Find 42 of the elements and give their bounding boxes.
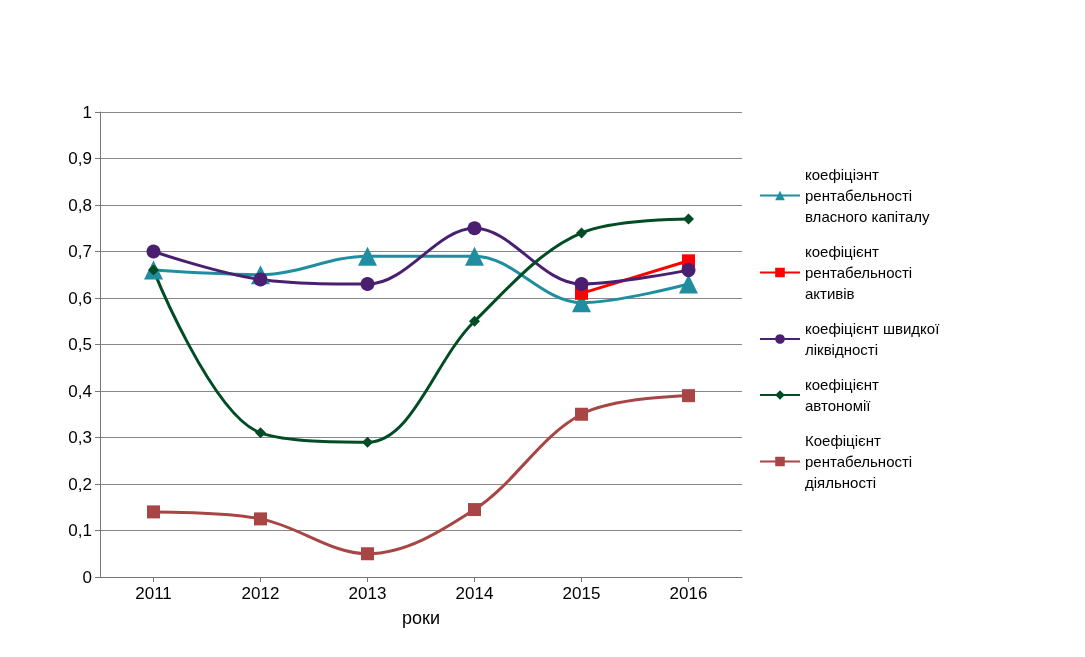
point [361,547,374,561]
point [360,277,375,292]
y-tick-label: 0,5 [68,335,92,354]
y-tick-label: 0,9 [68,149,92,168]
point [575,407,588,421]
point [469,315,480,327]
y-tick-label: 0,3 [68,428,92,447]
point [254,512,267,526]
point [679,274,698,294]
point [682,389,695,403]
x-tick-label: 2012 [241,584,280,603]
y-tick-label: 0,6 [68,288,92,308]
point [681,263,696,278]
x-tick-label: 2011 [135,584,172,603]
x-tick-label: 2014 [455,584,494,603]
y-tick-label: 0,1 [68,521,92,540]
x-axis-title: роки [402,608,440,628]
point [465,246,484,266]
y-tick-label: 0,8 [68,195,92,215]
point [576,227,587,239]
x-tick-label: 2013 [348,584,387,603]
point [468,503,481,517]
point [362,436,373,448]
point [574,277,589,292]
point [683,213,694,225]
point [358,246,377,266]
y-tick-label: 1 [82,102,92,122]
legend-label: коефіцієнт швидкої ліквідності [805,320,944,358]
y-tick-label: 0,2 [68,474,92,494]
point [467,221,482,236]
x-tick-label: 2015 [562,584,601,603]
y-tick-label: 0 [82,567,92,587]
y-tick-label: 0,7 [68,242,92,261]
legend-label: коефіцієнт рентабельності активів [805,243,917,302]
legend-label: Коефіцієнт рентабельності діяльності [805,432,917,491]
point [147,505,160,519]
point [146,244,161,259]
legend-label: коефіціэнт рентабельності власного капіталу [805,166,930,225]
x-tick-label: 2016 [669,584,708,603]
legend-label: коефіцієнт автономії [805,376,883,414]
point [255,427,266,439]
y-tick-label: 0,4 [68,381,92,401]
